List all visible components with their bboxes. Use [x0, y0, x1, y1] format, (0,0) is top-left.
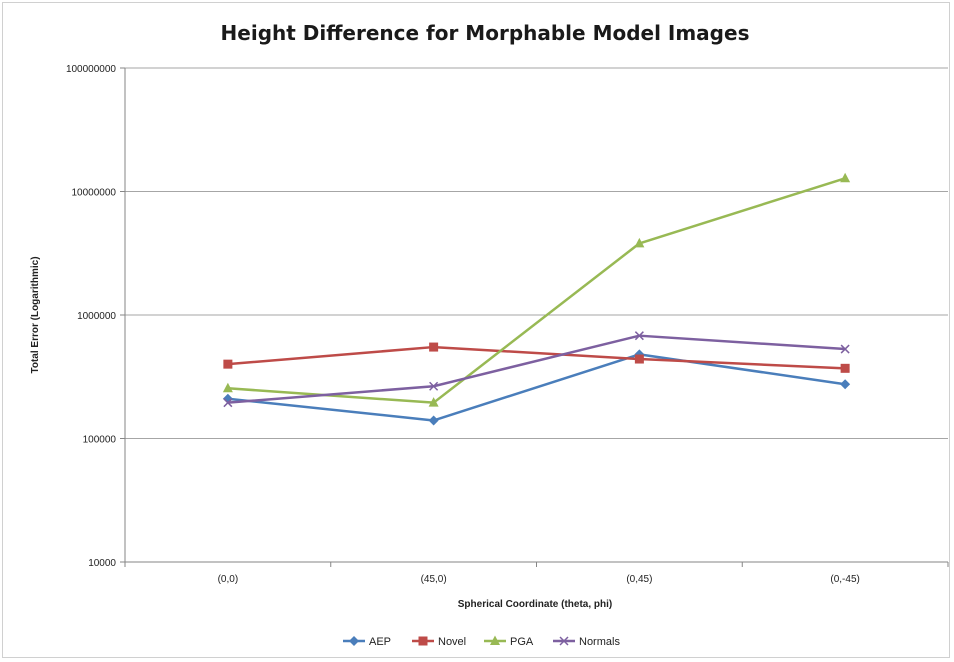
data-point-normals [634, 331, 644, 341]
legend-item-aep: AEP [343, 636, 391, 648]
y-tick-label: 10000000 [72, 188, 117, 199]
legend-marker [349, 636, 359, 646]
data-point-pga [222, 382, 233, 393]
x-axis-label: Spherical Coordinate (theta, phi) [458, 599, 612, 610]
data-point-aep [840, 379, 851, 390]
gridlines [125, 67, 948, 439]
series-line-aep [227, 353, 846, 422]
data-point-pga [634, 237, 645, 248]
legend-marker [418, 636, 428, 646]
legend: AEP Novel PGA Normals [343, 635, 620, 648]
data-point-novel [840, 363, 850, 373]
y-axis-label: Total Error (Logarithmic) [30, 256, 41, 373]
series-normals [223, 331, 850, 408]
x-tick-label: (0,0) [218, 574, 239, 585]
y-tick-label: 100000000 [66, 64, 116, 75]
legend-item-pga: PGA [484, 635, 534, 648]
chart-title: Height Difference for Morphable Model Im… [221, 21, 750, 45]
data-point-normals [840, 344, 850, 354]
legend-marker [490, 635, 500, 645]
legend-item-novel: Novel [412, 636, 466, 648]
y-tick-label: 100000 [83, 435, 117, 446]
series-novel [223, 342, 850, 373]
legend-marker [559, 636, 569, 646]
legend-label: AEP [369, 636, 391, 648]
x-tick-label: (0,45) [626, 574, 652, 585]
data-point-pga [428, 397, 439, 407]
legend-label: Normals [579, 636, 620, 648]
y-tick-label: 1000000 [77, 311, 116, 322]
series-line-pga [227, 177, 846, 404]
y-axis-ticks: 10000 100000 1000000 10000000 100000000 [66, 64, 125, 569]
x-tick-label: (0,-45) [830, 574, 859, 585]
data-point-novel [223, 359, 233, 369]
legend-label: PGA [510, 636, 534, 648]
y-tick-label: 10000 [88, 558, 116, 569]
series-group [222, 172, 851, 426]
data-point-novel [429, 342, 439, 352]
legend-item-normals: Normals [553, 636, 620, 648]
series-line-normals [227, 334, 846, 404]
x-tick-label: (45,0) [421, 574, 447, 585]
x-axis-ticks: (0,0) (45,0) (0,45) (0,-45) [124, 562, 949, 585]
data-point-aep [428, 415, 439, 426]
data-point-pga [840, 172, 851, 183]
series-line-novel [227, 345, 846, 370]
data-point-novel [634, 354, 644, 364]
legend-label: Novel [438, 636, 466, 648]
data-point-normals [223, 398, 233, 408]
data-point-normals [429, 381, 439, 391]
